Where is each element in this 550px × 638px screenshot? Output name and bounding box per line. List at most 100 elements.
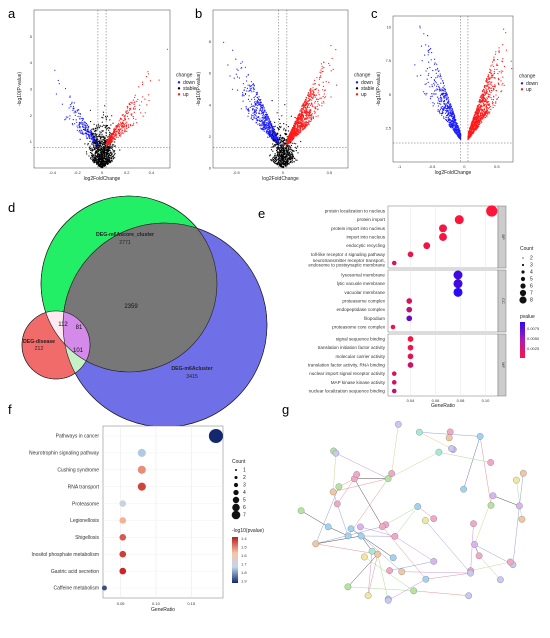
point-down [414, 64, 416, 66]
point-up [492, 85, 494, 87]
point-stable [102, 141, 104, 143]
point-up [485, 99, 487, 101]
point-up [493, 56, 495, 58]
point-down [254, 98, 256, 100]
point-down [73, 102, 75, 104]
point-up [127, 111, 129, 113]
point-down [443, 106, 445, 108]
point-stable [281, 155, 283, 158]
point-up [308, 115, 310, 117]
point-stable [283, 123, 285, 125]
point-stable [286, 164, 288, 166]
point-down [247, 108, 249, 111]
point-stable [282, 143, 284, 145]
point-stable [281, 136, 283, 138]
point-stable [93, 129, 95, 131]
point-stable [96, 136, 98, 138]
point-up [136, 122, 138, 124]
point-down [245, 108, 247, 110]
point-stable [89, 109, 91, 111]
point-down [453, 121, 455, 123]
point-down [436, 85, 438, 87]
point-up [473, 128, 475, 130]
point-down [247, 84, 249, 86]
point-down [437, 74, 439, 76]
point-down [248, 90, 250, 92]
point-down [69, 115, 71, 117]
point-up [309, 89, 311, 91]
point-up [301, 111, 304, 113]
point-down [77, 109, 79, 111]
point-down [428, 73, 430, 75]
point-up [487, 78, 489, 80]
point-stable [274, 161, 277, 163]
point-up [123, 115, 125, 117]
point-down [79, 113, 81, 115]
point-stable [108, 153, 110, 155]
point-down [255, 109, 257, 111]
point-down [265, 132, 268, 134]
point-up [492, 87, 494, 90]
point-down [448, 113, 450, 116]
point-up [293, 125, 295, 128]
point-down [433, 63, 436, 65]
point-up [321, 105, 323, 107]
point-up [124, 128, 126, 130]
point-up [302, 129, 304, 131]
point-stable [103, 150, 105, 152]
point-down [427, 49, 429, 51]
point-down [438, 70, 440, 72]
point-stable [92, 134, 94, 136]
point-down [434, 62, 436, 64]
point-stable [278, 148, 280, 150]
point-down [442, 87, 444, 89]
point-up [295, 133, 297, 135]
points-layer [54, 48, 168, 169]
point-up [119, 135, 121, 137]
point-stable [276, 151, 278, 153]
point-down [250, 118, 252, 120]
point-up [301, 122, 303, 124]
point-stable [112, 122, 114, 124]
point-down [261, 115, 264, 117]
point-stable [287, 126, 289, 128]
point-up [313, 79, 316, 81]
point-down [421, 60, 423, 62]
point-up [108, 138, 111, 141]
point-up [114, 127, 116, 129]
y-tick-label: 3 [30, 87, 33, 92]
point-down [55, 93, 58, 95]
point-stable [113, 151, 115, 153]
point-down [456, 133, 458, 135]
point-stable [280, 126, 282, 128]
point-up [304, 118, 306, 120]
point-up [488, 94, 490, 96]
point-down [448, 101, 450, 103]
point-up [299, 128, 301, 130]
point-stable [279, 152, 282, 154]
point-up [314, 100, 316, 103]
point-stable [91, 154, 93, 156]
point-up [132, 107, 135, 109]
point-stable [87, 127, 89, 129]
point-down [276, 136, 278, 138]
point-up [310, 99, 312, 101]
point-up [300, 118, 302, 120]
point-up [109, 135, 111, 137]
point-down [237, 69, 239, 71]
point-down [433, 84, 436, 86]
point-stable [101, 130, 103, 132]
point-down [71, 101, 73, 103]
point-down [272, 133, 274, 135]
point-up [113, 135, 116, 137]
point-down [253, 90, 255, 92]
legend-marker [177, 87, 181, 90]
point-down [256, 120, 259, 122]
point-down [436, 69, 438, 71]
point-down [445, 119, 448, 122]
point-down [68, 107, 70, 109]
point-up [306, 118, 308, 120]
point-down [64, 119, 66, 121]
point-stable [102, 154, 104, 157]
point-up [491, 90, 493, 92]
